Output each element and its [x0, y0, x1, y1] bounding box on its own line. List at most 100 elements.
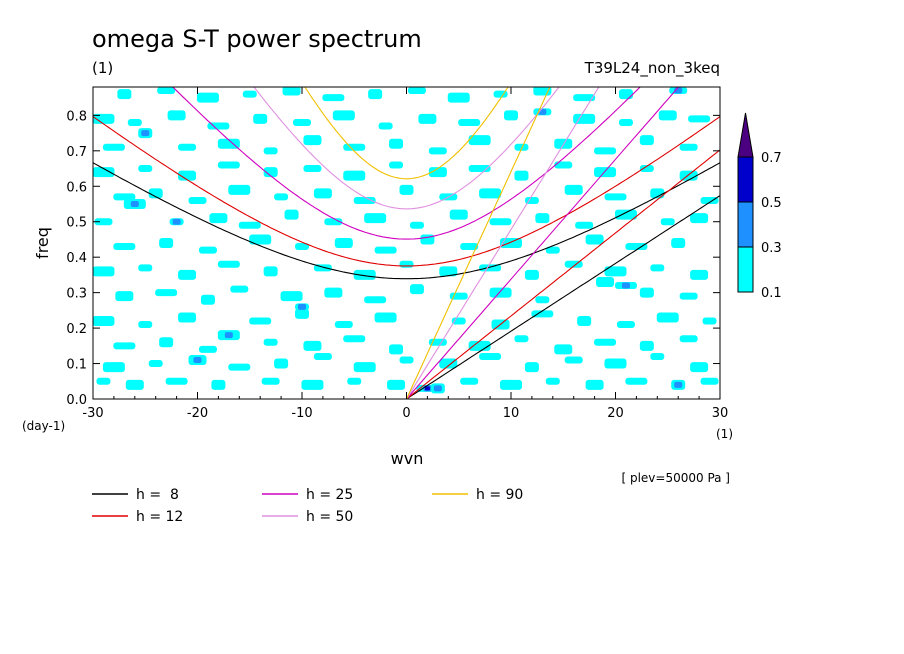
spectrum-cell	[625, 377, 648, 385]
spectrum-cell	[198, 345, 217, 353]
x-tick-label: -10	[291, 406, 312, 421]
spectrum-cell	[428, 147, 447, 155]
spectrum-cell	[200, 294, 215, 305]
spectrum-cell	[138, 264, 153, 272]
x-axis-label: wvn	[391, 449, 424, 468]
spectrum-cell	[594, 147, 617, 155]
spectrum-cell	[564, 356, 583, 364]
spectrum-cell	[274, 358, 289, 369]
spectrum-cell	[449, 209, 468, 220]
spectrum-cell	[399, 356, 414, 364]
spectrum-cell	[93, 113, 115, 124]
spectrum-cell-mid	[433, 385, 442, 392]
curve-ig-12	[93, 116, 720, 267]
spectrum-cell	[447, 92, 470, 103]
spectrum-cell	[679, 143, 698, 151]
spectrum-cell	[155, 289, 178, 297]
spectrum-cell	[524, 362, 539, 373]
spectrum-cell	[618, 89, 633, 100]
spectrum-cell-mid	[224, 332, 233, 339]
spectrum-cell	[639, 165, 654, 173]
spectrum-cell	[500, 379, 522, 390]
spectrum-cell-mid	[298, 303, 306, 310]
spectrum-cell	[468, 340, 491, 351]
spectrum-cell	[178, 143, 197, 151]
spectrum-cell	[573, 94, 596, 102]
spectrum-cell	[489, 287, 512, 298]
colorbar-label: 0.1	[761, 286, 782, 301]
spectrum-cell	[700, 196, 719, 204]
spectrum-cell	[639, 287, 654, 298]
spectrum-cell-mid	[674, 381, 683, 388]
spectrum-cell	[658, 110, 677, 121]
spectrum-cell	[159, 337, 174, 348]
spectrum-cell	[409, 284, 424, 295]
spectrum-cell	[545, 246, 560, 254]
colorbar-label: 0.3	[761, 241, 782, 256]
spectrum-cell	[439, 358, 458, 369]
spectrum-cell	[261, 377, 280, 385]
spectrum-cell	[198, 246, 217, 254]
spectrum-cell	[303, 340, 322, 351]
spectrum-cell	[93, 316, 115, 326]
spectrum-cell	[575, 221, 594, 229]
legend-label: h = 90	[476, 487, 523, 503]
spectrum-cell	[573, 113, 596, 124]
spectrum-cell	[127, 118, 142, 126]
spectrum-cell	[389, 344, 404, 355]
spectrum-cell	[301, 379, 324, 390]
spectrum-cell	[94, 218, 113, 226]
spectrum-cell	[468, 135, 491, 146]
spectrum-cell	[253, 113, 268, 124]
spectrum-cell	[594, 338, 617, 346]
spectrum-cell	[102, 143, 125, 151]
x-tick-label: 0	[402, 406, 410, 421]
spectrum-cell	[353, 196, 376, 204]
spectrum-cell	[207, 122, 230, 130]
spectrum-cell	[249, 234, 272, 245]
spectrum-cell	[178, 269, 197, 280]
chart-subtitle-right: T39L24_non_3keq	[584, 59, 720, 78]
spectrum-cell	[374, 312, 397, 323]
spectrum-cell	[625, 243, 648, 251]
spectrum-cell	[418, 113, 437, 124]
spectrum-cell	[324, 287, 343, 298]
spectrum-cell	[514, 335, 529, 343]
spectrum-cell	[639, 340, 654, 351]
spectrum-cell	[479, 188, 502, 199]
spectrum-cell	[284, 209, 299, 220]
y-tick-label: 0.2	[66, 322, 87, 337]
spectrum-cell	[238, 221, 261, 229]
spectrum-cell	[690, 269, 709, 280]
spectrum-cell	[514, 170, 529, 181]
spectrum-cell	[228, 363, 251, 371]
spectrum-cell	[295, 308, 309, 319]
spectrum-cell	[102, 362, 125, 373]
spectrum-cell	[217, 138, 240, 149]
y-tick-label: 0.4	[66, 251, 87, 266]
curve-ig-25	[172, 87, 641, 240]
spectrum-cell	[439, 266, 458, 277]
spectrum-cell	[660, 218, 675, 226]
curve-ig-50	[253, 87, 560, 210]
spectrum-cell	[274, 193, 289, 201]
spectrum-cell	[343, 335, 366, 343]
spectrum-cell	[585, 234, 604, 245]
spectrum-cell	[594, 167, 617, 178]
spectrum-cell	[679, 292, 698, 300]
curve-kelvin-12	[406, 149, 720, 399]
spectrum-cell	[389, 138, 404, 149]
x-tick-label: 10	[503, 406, 520, 421]
colorbar: 0.1 0.3 0.5 0.7	[737, 112, 782, 301]
curve-kelvin-50	[406, 87, 600, 399]
spectrum-cell	[554, 161, 573, 169]
chart-subtitle-left: (1)	[92, 59, 113, 77]
spectrum-cell	[458, 118, 481, 126]
spectrum-cell	[514, 143, 529, 151]
y-axis-label: freq	[33, 227, 52, 259]
spectrum-cell	[263, 147, 278, 155]
spectrum-cell	[554, 344, 573, 355]
curve-kelvin-8	[406, 195, 720, 399]
spectrum-cell	[374, 246, 397, 254]
